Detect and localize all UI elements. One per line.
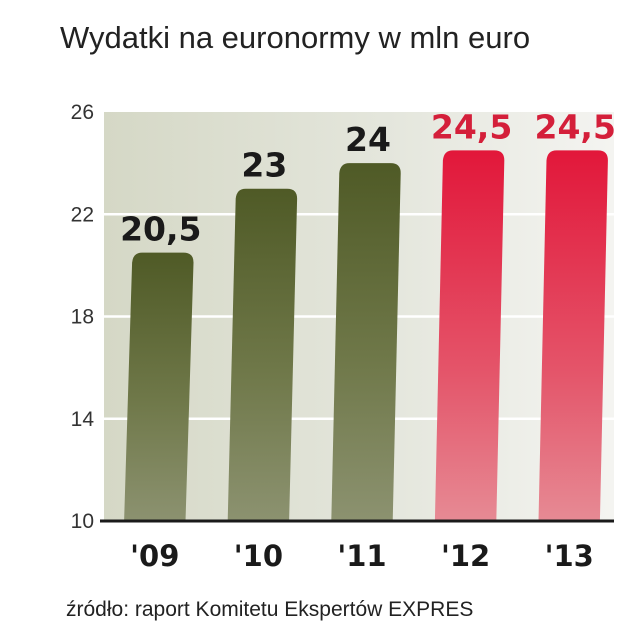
x-tick-label-0: '09 [130, 539, 179, 573]
data-label-1: 23 [241, 146, 287, 185]
bar-0 [124, 252, 194, 521]
x-axis: '09 '10 '11 '12 '13 [130, 539, 594, 573]
y-axis: 10 14 18 22 26 [71, 101, 95, 533]
y-tick-label: 26 [71, 101, 94, 124]
data-label-0: 20,5 [120, 210, 201, 249]
bar-4 [538, 150, 608, 521]
data-label-3: 24,5 [431, 107, 512, 146]
data-labels: 20,5 23 24 24,5 24,5 [120, 107, 616, 248]
x-tick-label-3: '12 [441, 539, 490, 573]
x-tick-label-1: '10 [234, 539, 283, 573]
y-tick-label: 22 [71, 203, 94, 226]
bars [124, 150, 608, 521]
x-tick-label-2: '11 [337, 539, 386, 573]
y-tick-label: 18 [71, 306, 94, 329]
y-tick-label: 14 [71, 408, 95, 431]
source-note: źródło: raport Komitetu Ekspertów EXPRES [66, 598, 473, 621]
data-label-2: 24 [345, 120, 391, 159]
x-tick-label-4: '13 [545, 539, 594, 573]
chart-title: Wydatki na euronormy w mln euro [60, 20, 530, 55]
y-tick-label: 10 [71, 510, 94, 533]
bar-1 [227, 188, 298, 521]
data-label-4: 24,5 [534, 107, 615, 146]
bar-3 [434, 150, 505, 521]
bar-2 [331, 163, 401, 521]
